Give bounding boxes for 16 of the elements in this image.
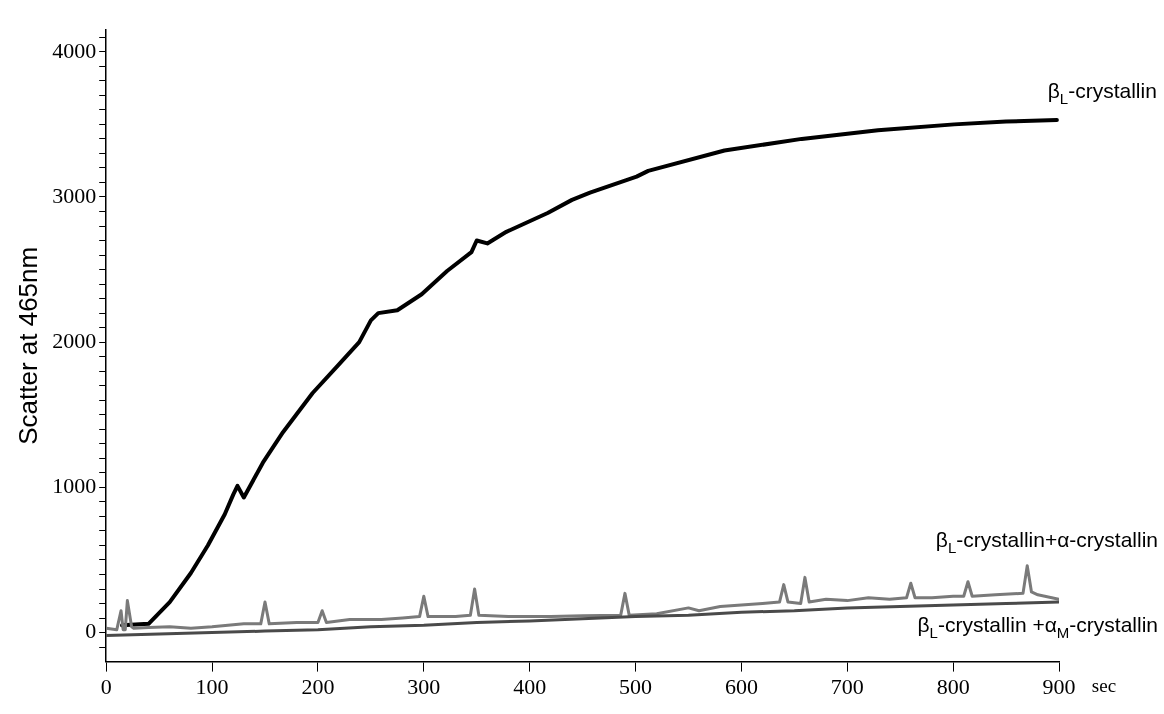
y-tick-label: 4000 [52, 37, 97, 63]
x-tick-label: 100 [195, 673, 229, 699]
y-tick-label: 3000 [52, 182, 97, 208]
x-tick-label: 200 [301, 673, 335, 699]
x-tick-label: 400 [513, 673, 547, 699]
y-tick-label: 0 [85, 618, 97, 644]
x-axis-title: sec [1091, 674, 1117, 696]
x-tick-label: 600 [724, 673, 758, 699]
y-axis-title: Scatter at 465nm [12, 246, 43, 445]
y-tick-label: 2000 [52, 327, 97, 353]
x-tick-label: 800 [936, 673, 970, 699]
x-tick-label: 700 [830, 673, 864, 699]
y-tick-label: 1000 [52, 473, 97, 499]
x-tick-label: 900 [1042, 673, 1076, 699]
x-tick-label: 300 [407, 673, 441, 699]
x-tick-label: 500 [619, 673, 653, 699]
